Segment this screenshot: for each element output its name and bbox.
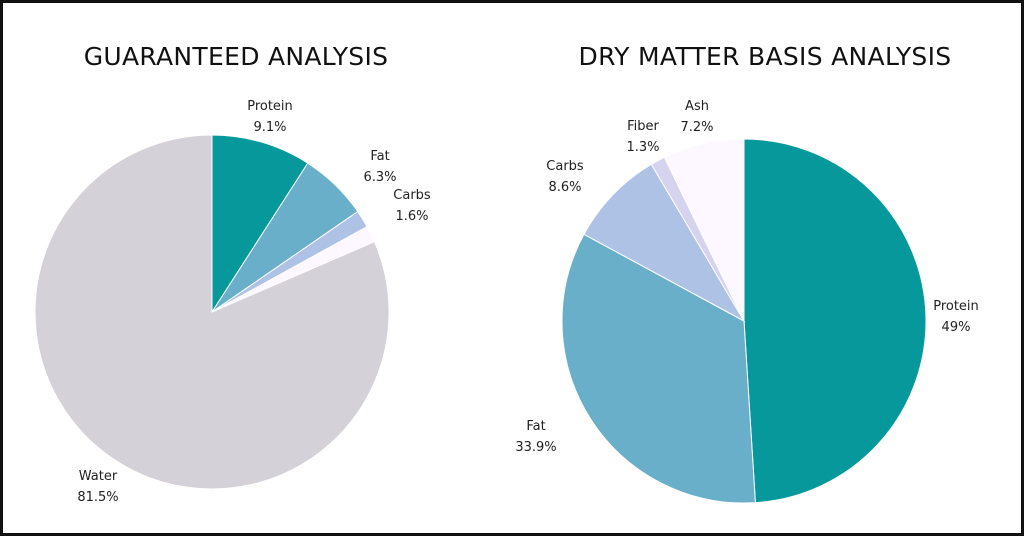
slice-labels: Protein 9.1% Fat 6.3% Carbs 1.6% Water 8… — [77, 99, 431, 505]
slice-value-fat: 6.3% — [363, 170, 396, 185]
slice-label-protein: Protein — [247, 99, 293, 114]
pie-slice-ash — [663, 138, 745, 322]
chart-title: DRY MATTER BASIS ANALYSIS — [579, 42, 952, 71]
chart-title: GUARANTEED ANALYSIS — [84, 42, 389, 71]
slice-label-carbs: Carbs — [546, 159, 584, 174]
slice-value-ash: 7.2% — [680, 120, 713, 135]
pie-slice-carbs — [583, 163, 746, 323]
slice-value-fiber: 1.3% — [626, 140, 659, 155]
slice-labels: Protein 49% Fat 33.9% Carbs 8.6% Fiber 1… — [515, 99, 978, 455]
pie-slice-protein — [743, 138, 927, 504]
slice-label-carbs: Carbs — [393, 188, 431, 203]
slice-value-carbs: 8.6% — [548, 180, 581, 195]
slice-label-water: Water — [79, 469, 118, 484]
pie-slice-water — [34, 134, 390, 490]
pie-chart-dry-matter: DRY MATTER BASIS ANALYSIS Protein 49% Fa… — [515, 42, 979, 504]
slice-value-carbs: 1.6% — [395, 209, 428, 224]
slice-value-fat: 33.9% — [515, 440, 556, 455]
pie-slice-protein — [211, 134, 309, 314]
slice-label-fat: Fat — [370, 149, 389, 164]
slice-value-water: 81.5% — [77, 490, 118, 505]
slice-label-fat: Fat — [526, 419, 545, 434]
slice-label-ash: Ash — [685, 99, 709, 114]
slice-label-fiber: Fiber — [627, 119, 659, 134]
slice-value-protein: 49% — [942, 320, 971, 335]
slice-label-protein: Protein — [933, 299, 979, 314]
pie-chart-guaranteed: GUARANTEED ANALYSIS Protein 9.1% Fat 6.3… — [34, 42, 431, 505]
pie-slices — [34, 134, 390, 490]
slice-value-protein: 9.1% — [253, 120, 286, 135]
pie-slices — [561, 138, 927, 504]
